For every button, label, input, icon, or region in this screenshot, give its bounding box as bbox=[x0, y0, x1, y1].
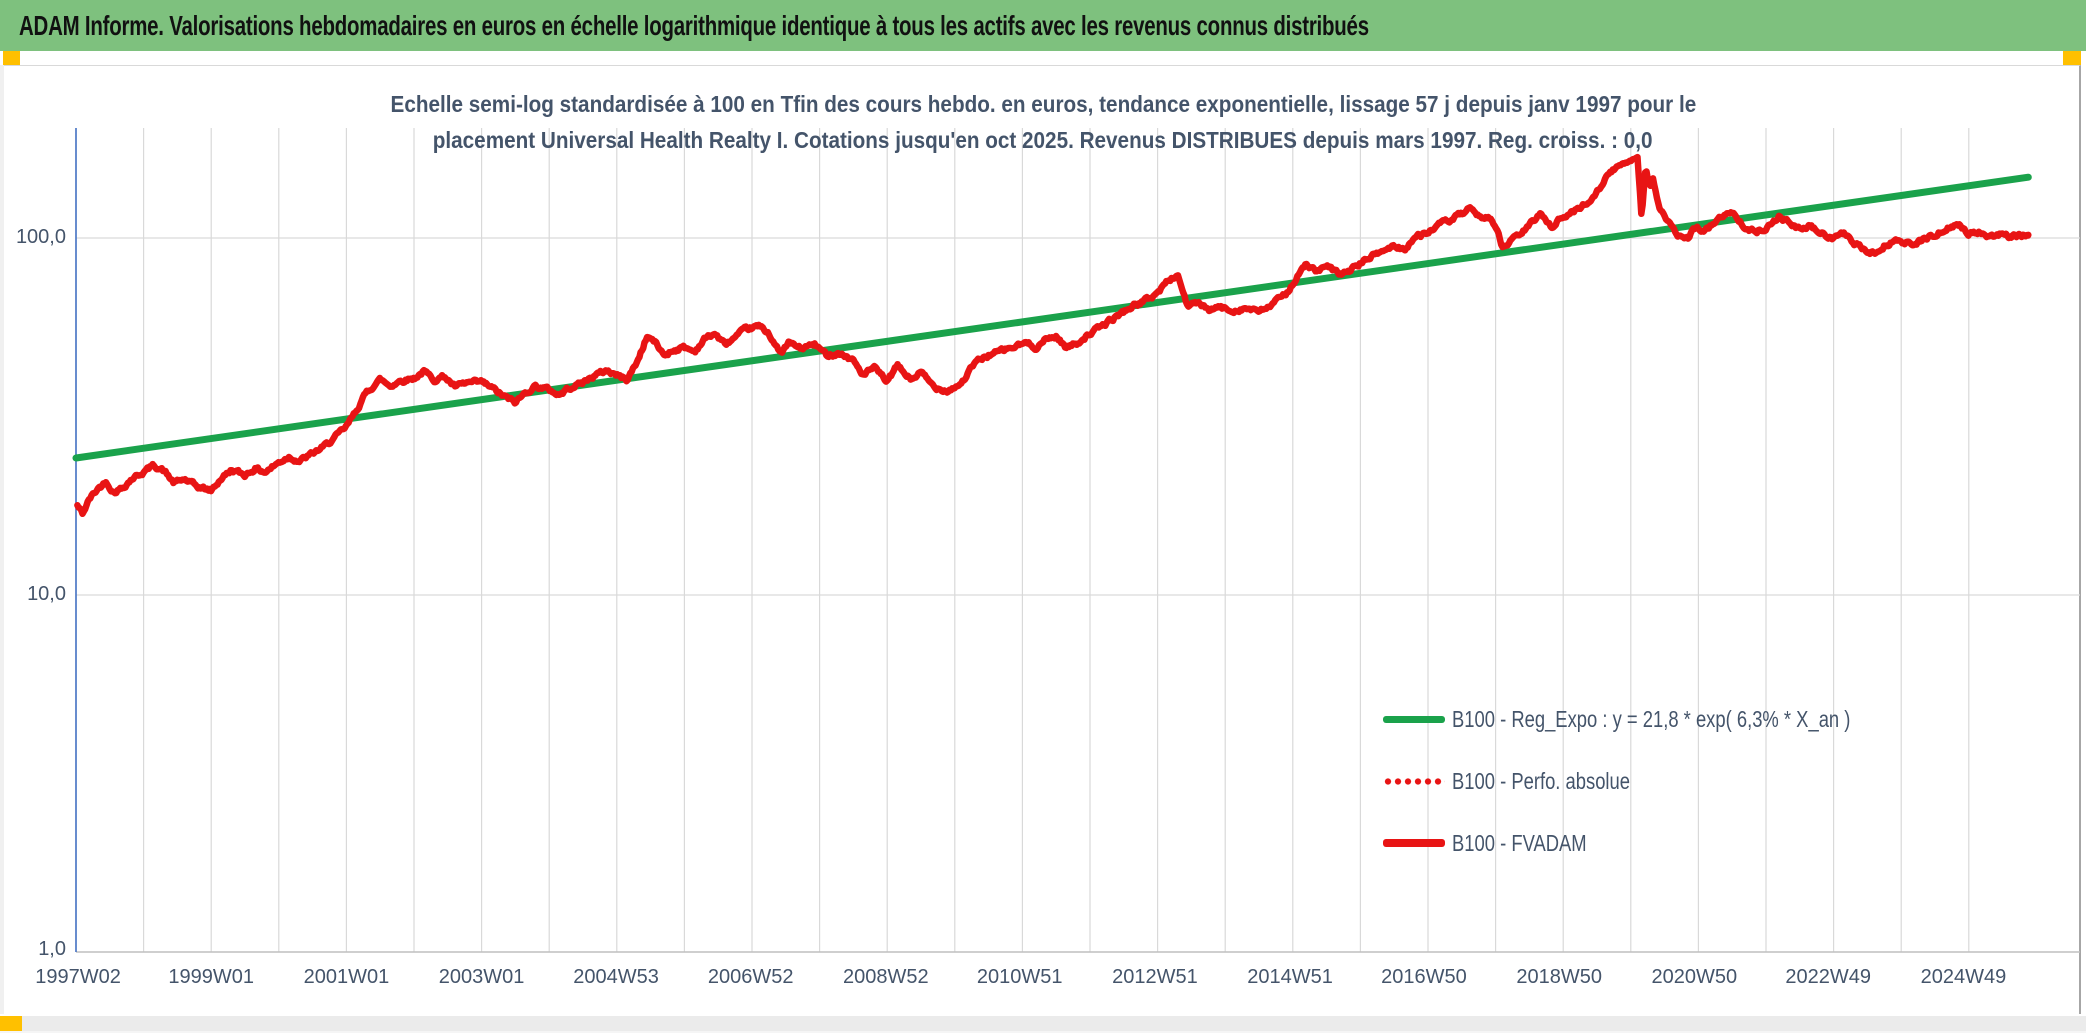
series-fvadam bbox=[74, 153, 2032, 518]
panel-left-edge bbox=[0, 65, 4, 1014]
x-tick-2003W01: 2003W01 bbox=[438, 966, 525, 988]
legend-item-fvadam: B100 - FVADAM bbox=[1383, 812, 1983, 874]
orange-corner-top-right bbox=[2063, 51, 2081, 65]
reg-expo-line-swatch bbox=[1383, 715, 1445, 723]
subtitle-line-2: placement Universal Health Realty I. Cot… bbox=[433, 127, 1653, 153]
orange-square-bottom-left bbox=[0, 1016, 22, 1031]
x-tick-2010W51: 2010W51 bbox=[976, 966, 1063, 988]
chart-legend[interactable]: B100 - Reg_Expo : y = 21,8 * exp( 6,3% *… bbox=[1383, 688, 1983, 874]
x-tick-1997W02: 1997W02 bbox=[35, 966, 121, 988]
app-title: ADAM Informe. Valorisations hebdomadaire… bbox=[18, 10, 1369, 41]
legend-item-reg-expo: B100 - Reg_Expo : y = 21,8 * exp( 6,3% *… bbox=[1383, 688, 1983, 750]
perfo-absolue-dotted-swatch bbox=[1383, 777, 1445, 785]
subtitle-line-1: Echelle semi-log standardisée à 100 en T… bbox=[390, 91, 1696, 117]
chart-subtitle: Echelle semi-log standardisée à 100 en T… bbox=[0, 86, 2086, 158]
x-tick-2018W50: 2018W50 bbox=[1516, 966, 1602, 988]
x-tick-2004W53: 2004W53 bbox=[573, 966, 659, 988]
x-tick-2016W50: 2016W50 bbox=[1381, 966, 1467, 988]
x-tick-2014W51: 2014W51 bbox=[1247, 966, 1333, 988]
x-tick-2024W49: 2024W49 bbox=[1920, 966, 2007, 988]
x-tick-2001W01: 2001W01 bbox=[303, 966, 390, 988]
bottom-edge bbox=[0, 1031, 2086, 1033]
x-tick-2008W52: 2008W52 bbox=[843, 966, 929, 988]
x-tick-2022W49: 2022W49 bbox=[1785, 966, 1871, 988]
y-tick-10: 10,0 bbox=[27, 583, 66, 605]
series-reg-expo bbox=[72, 173, 2032, 462]
title-bar: ADAM Informe. Valorisations hebdomadaire… bbox=[0, 0, 2086, 52]
orange-corner-top-left bbox=[3, 51, 20, 65]
x-tick-2012W51: 2012W51 bbox=[1112, 966, 1198, 988]
x-tick-2006W52: 2006W52 bbox=[707, 966, 794, 988]
fvadam-line-swatch bbox=[1383, 839, 1445, 847]
legend-label: B100 - Reg_Expo : y = 21,8 * exp( 6,3% *… bbox=[1452, 705, 1851, 732]
bottom-bar bbox=[0, 1016, 2086, 1031]
y-tick-1: 1,0 bbox=[38, 938, 66, 960]
y-tick-100: 100,0 bbox=[15, 226, 66, 248]
x-tick-1999W01: 1999W01 bbox=[168, 966, 254, 988]
legend-item-perfo-absolue: B100 - Perfo. absolue bbox=[1383, 750, 1983, 812]
top-strip bbox=[0, 51, 2086, 65]
x-tick-2020W50: 2020W50 bbox=[1651, 966, 1738, 988]
legend-label: B100 - FVADAM bbox=[1452, 829, 1587, 856]
legend-label: B100 - Perfo. absolue bbox=[1452, 767, 1630, 794]
